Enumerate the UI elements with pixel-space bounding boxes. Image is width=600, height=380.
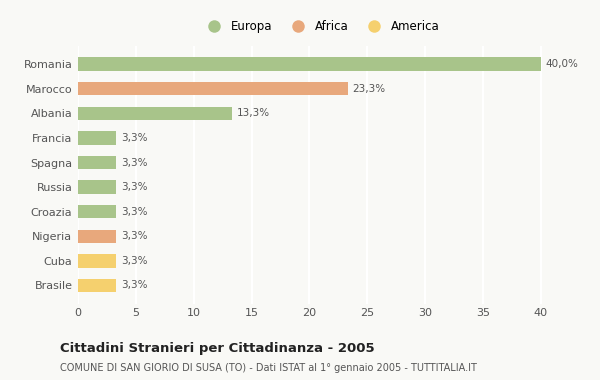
Bar: [78, 180, 116, 194]
Bar: [78, 57, 541, 71]
Bar: [78, 230, 116, 243]
Text: Cittadini Stranieri per Cittadinanza - 2005: Cittadini Stranieri per Cittadinanza - 2…: [60, 342, 374, 355]
Text: 40,0%: 40,0%: [545, 59, 578, 69]
Text: 3,3%: 3,3%: [121, 207, 148, 217]
Text: 13,3%: 13,3%: [236, 108, 269, 118]
Text: 23,3%: 23,3%: [352, 84, 385, 94]
Bar: [78, 82, 347, 95]
Legend: Europa, Africa, America: Europa, Africa, America: [200, 18, 442, 36]
Bar: [78, 131, 116, 145]
Bar: [78, 156, 116, 169]
Text: 3,3%: 3,3%: [121, 256, 148, 266]
Text: 3,3%: 3,3%: [121, 280, 148, 290]
Bar: [78, 106, 232, 120]
Bar: [78, 279, 116, 292]
Text: COMUNE DI SAN GIORIO DI SUSA (TO) - Dati ISTAT al 1° gennaio 2005 - TUTTITALIA.I: COMUNE DI SAN GIORIO DI SUSA (TO) - Dati…: [60, 363, 477, 373]
Text: 3,3%: 3,3%: [121, 231, 148, 241]
Text: 3,3%: 3,3%: [121, 133, 148, 143]
Bar: [78, 205, 116, 218]
Bar: [78, 254, 116, 268]
Text: 3,3%: 3,3%: [121, 157, 148, 168]
Text: 3,3%: 3,3%: [121, 182, 148, 192]
